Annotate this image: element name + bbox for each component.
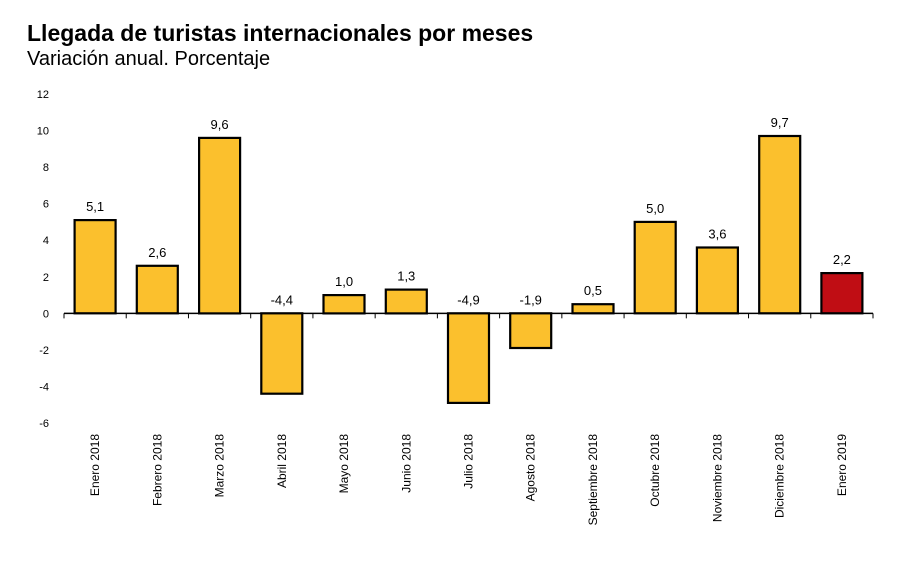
category-label: Septiembre 2018 bbox=[586, 434, 600, 526]
bar bbox=[820, 272, 864, 315]
value-label: 1,0 bbox=[335, 274, 353, 289]
category-label: Noviembre 2018 bbox=[710, 434, 724, 522]
y-axis-ticks: 12 10 8 6 4 2 0 -2 -4 -6 bbox=[37, 89, 49, 430]
y-tick-label: 2 bbox=[43, 272, 49, 284]
y-tick-label: -4 bbox=[39, 381, 49, 393]
y-tick-label: 8 bbox=[43, 162, 49, 174]
category-label: Junio 2018 bbox=[399, 434, 413, 493]
value-label: 2,2 bbox=[833, 252, 851, 267]
value-label: 2,6 bbox=[148, 245, 166, 260]
category-label: Marzo 2018 bbox=[213, 434, 227, 498]
value-labels-group: 5,1 2,6 9,6 -4,4 1,0 1,3 -4,9 -1,9 0,5 5,0 3,6 9,7 2… bbox=[86, 115, 851, 307]
value-label: 1,3 bbox=[397, 269, 415, 284]
bar bbox=[695, 246, 740, 315]
bar bbox=[198, 136, 242, 315]
y-tick-label: 4 bbox=[43, 235, 49, 247]
value-label: -1,9 bbox=[520, 292, 542, 307]
bar bbox=[446, 312, 491, 404]
bar bbox=[384, 288, 428, 315]
y-tick-label: 10 bbox=[37, 126, 49, 138]
bar bbox=[260, 312, 304, 395]
y-tick-label: -2 bbox=[39, 345, 49, 357]
category-label: Mayo 2018 bbox=[337, 434, 351, 494]
category-label: Enero 2018 bbox=[88, 434, 102, 496]
value-label: -4,9 bbox=[457, 292, 479, 307]
y-tick-label: 0 bbox=[43, 308, 49, 320]
value-label: 3,6 bbox=[708, 227, 726, 242]
value-label: 5,0 bbox=[646, 201, 664, 216]
value-label: 9,7 bbox=[771, 115, 789, 130]
value-label: 5,1 bbox=[86, 199, 104, 214]
bar bbox=[322, 294, 366, 315]
bar bbox=[633, 220, 677, 315]
x-axis bbox=[63, 312, 874, 319]
bar bbox=[135, 264, 179, 315]
category-label: Abril 2018 bbox=[275, 434, 289, 488]
chart-subtitle: Variación anual. Porcentaje bbox=[27, 48, 271, 70]
value-label: 0,5 bbox=[584, 283, 602, 298]
category-label: Diciembre 2018 bbox=[773, 434, 787, 518]
category-label: Agosto 2018 bbox=[524, 434, 538, 502]
bar bbox=[758, 134, 802, 315]
category-labels-group: Enero 2018 Febrero 2018 Marzo 2018 Abril 20… bbox=[88, 434, 849, 526]
bars-group bbox=[73, 134, 864, 404]
chart-title: Llegada de turistas internacionales por … bbox=[27, 20, 534, 46]
bar bbox=[509, 312, 553, 350]
bar bbox=[571, 303, 615, 315]
value-label: -4,4 bbox=[271, 292, 293, 307]
y-tick-label: 6 bbox=[43, 199, 49, 211]
category-label: Febrero 2018 bbox=[150, 434, 164, 506]
bar bbox=[73, 219, 117, 315]
category-label: Julio 2018 bbox=[462, 434, 476, 489]
value-label: 9,6 bbox=[211, 117, 229, 132]
y-tick-label: 12 bbox=[37, 89, 49, 101]
category-label: Octubre 2018 bbox=[648, 434, 662, 507]
y-tick-label: -6 bbox=[39, 418, 49, 430]
category-label: Enero 2019 bbox=[835, 434, 849, 496]
